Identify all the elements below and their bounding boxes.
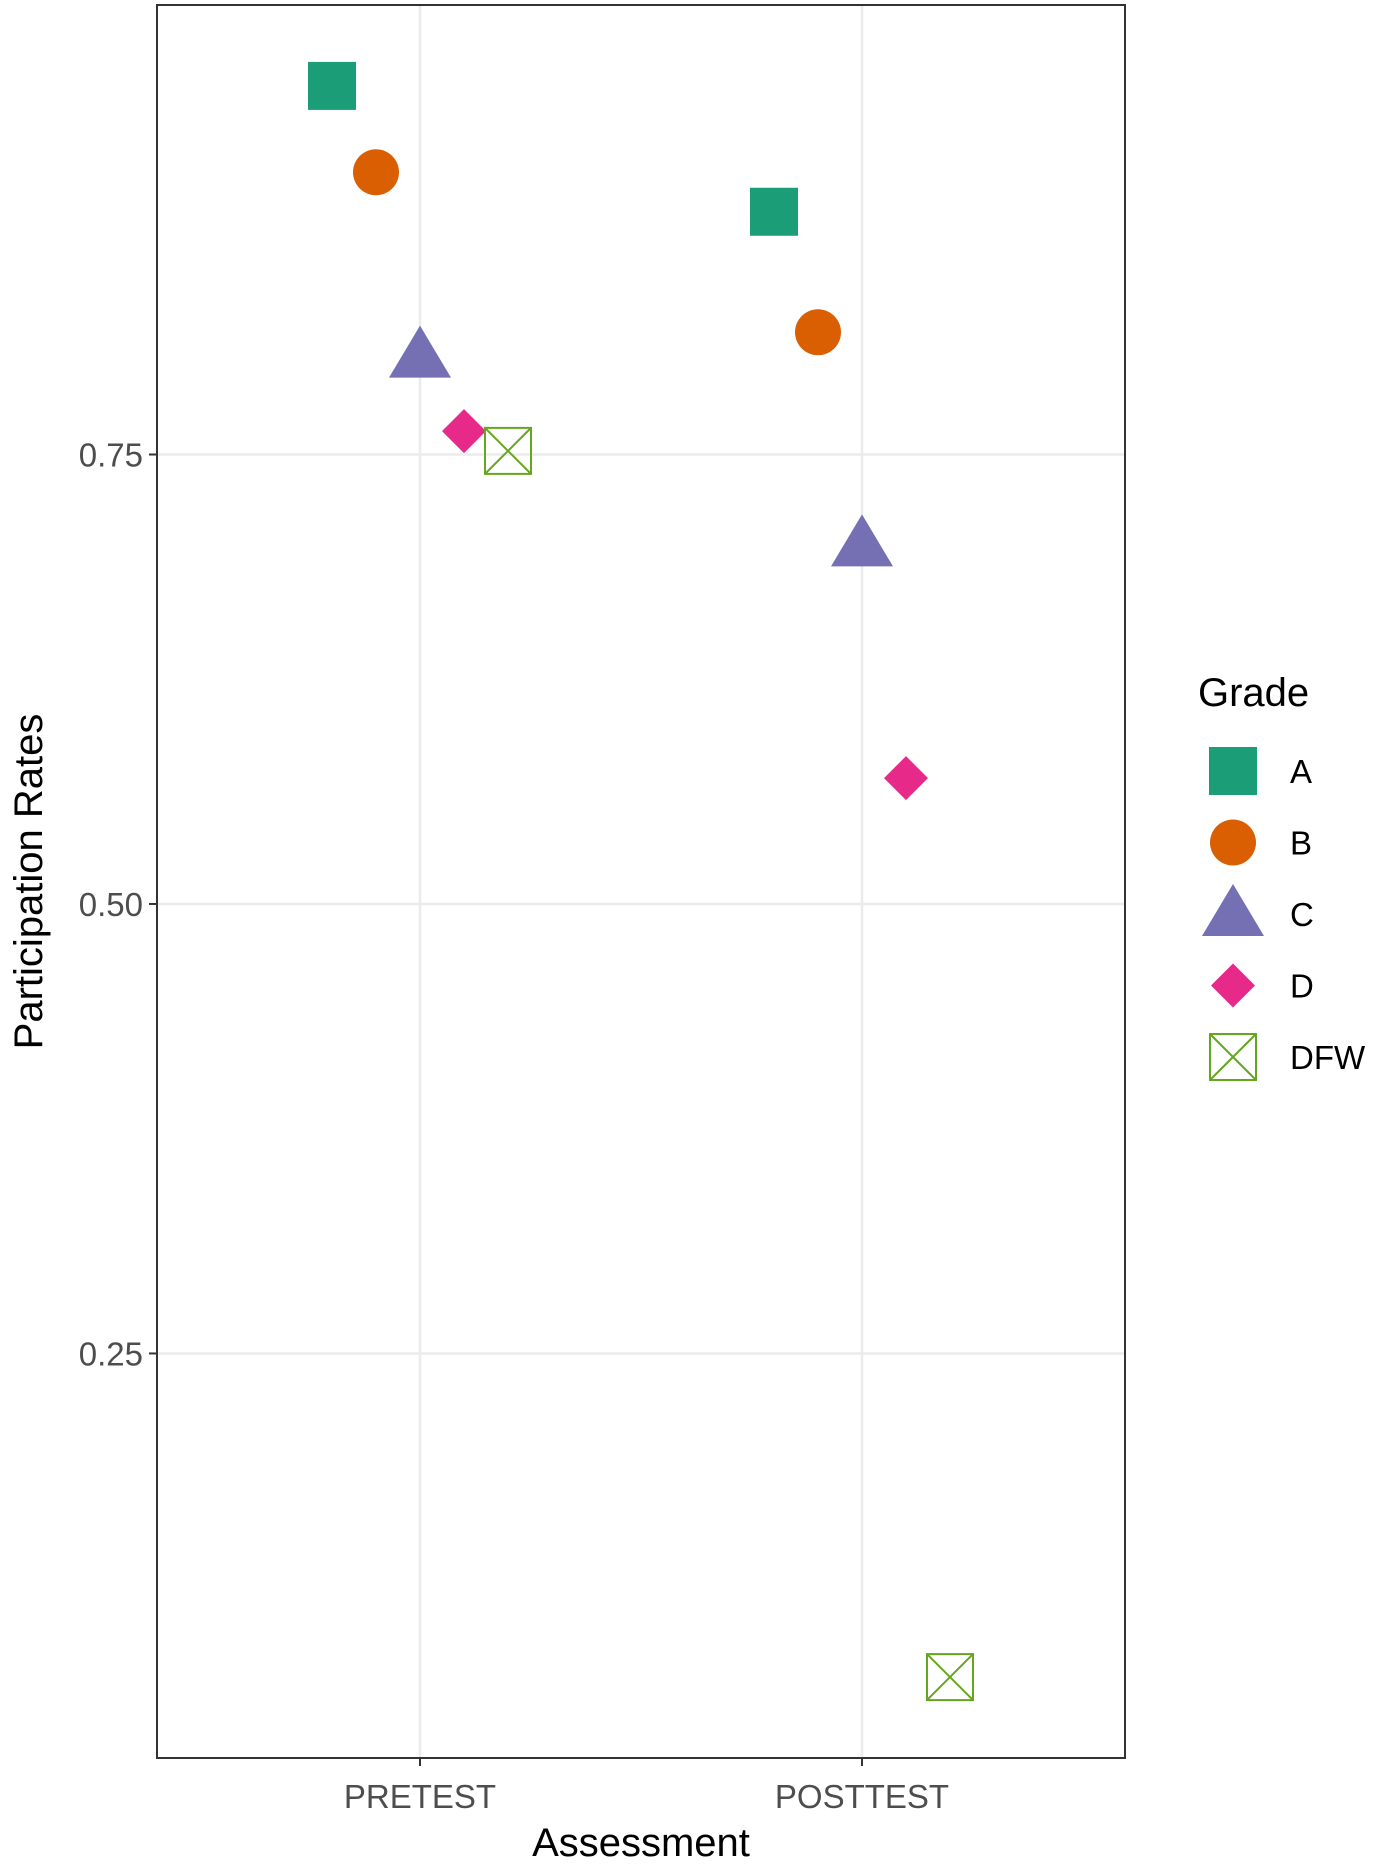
axes: 0.25 0.50 0.75 PRETEST POSTTEST (79, 436, 949, 1815)
legend-label: C (1290, 896, 1314, 933)
legend-title: Grade (1198, 671, 1309, 715)
y-axis-title: Participation Rates (7, 714, 51, 1050)
data-point-a (750, 187, 798, 236)
legend-item-b: B (1210, 819, 1312, 866)
legend-label: D (1290, 968, 1314, 1005)
y-tick-label: 0.25 (79, 1335, 143, 1372)
legend-item-d: D (1211, 963, 1314, 1008)
x-tick-label: PRETEST (344, 1778, 496, 1815)
legend-key-c (1202, 884, 1264, 936)
data-point-dfw (926, 1653, 974, 1702)
data-point-d (884, 756, 928, 801)
legend-label: A (1290, 753, 1312, 790)
y-tick-label: 0.50 (79, 886, 143, 923)
x-tick-label: POSTTEST (775, 1778, 949, 1815)
y-tick-label: 0.75 (79, 436, 143, 473)
data-point-c (831, 514, 893, 567)
grid (157, 5, 1125, 1758)
legend-label: DFW (1290, 1039, 1366, 1076)
legend-key-b (1210, 819, 1256, 866)
plot-panel-border (156, 4, 1126, 1759)
data-point-d (442, 409, 486, 454)
data-points (308, 61, 974, 1702)
legend-key-dfw (1209, 1033, 1257, 1081)
data-point-c (389, 325, 451, 378)
data-point-dfw (484, 426, 532, 475)
legend-item-dfw: DFW (1209, 1033, 1366, 1081)
data-point-b (795, 309, 841, 356)
x-axis-title: Assessment (532, 1821, 750, 1865)
legend-item-c: C (1202, 884, 1314, 936)
data-point-b (353, 149, 399, 196)
data-point-a (308, 61, 356, 110)
legend-key-a (1209, 747, 1257, 795)
legend-key-d (1211, 963, 1255, 1008)
legend-label: B (1290, 825, 1312, 862)
legend-item-a: A (1209, 747, 1312, 795)
